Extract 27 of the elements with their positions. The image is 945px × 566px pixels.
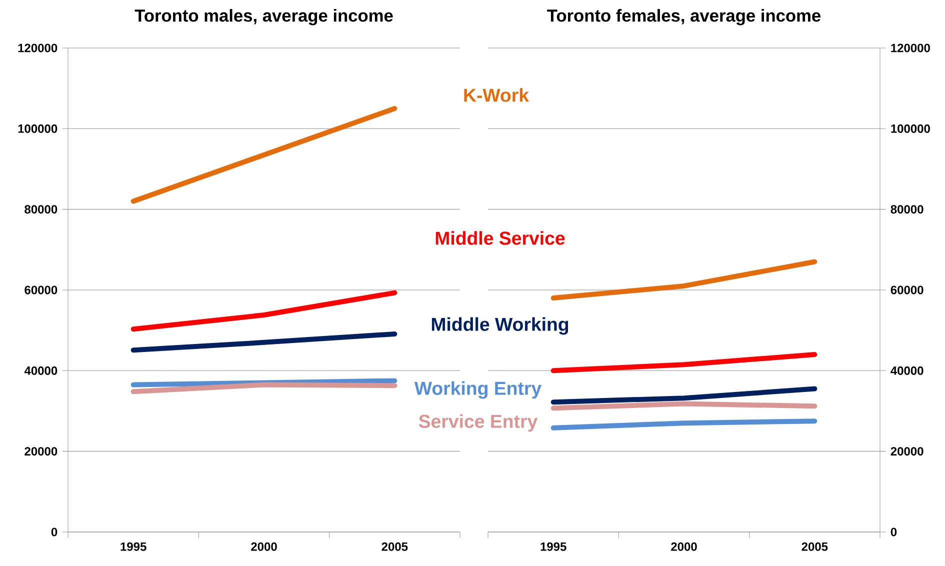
y-tick-label: 0 [890, 528, 897, 536]
x-tick-label: 1995 [120, 542, 146, 551]
text: K-Work [464, 88, 530, 102]
text: Middle Service [436, 231, 565, 245]
text: Service Entry [418, 414, 538, 432]
y-tick-label: 60000 [24, 286, 58, 294]
x-tick-label: 2000 [671, 542, 697, 551]
y-tick-label: 80000 [24, 205, 58, 214]
x-tick-label: 1995 [540, 542, 566, 551]
y-tick-label: 60000 [890, 286, 924, 294]
y-tick-label: 120000 [891, 44, 930, 52]
y-tick-label: 40000 [24, 366, 58, 375]
series-label: Middle Working [432, 317, 568, 335]
x-tick-label: 2005 [382, 542, 408, 551]
y-tick-label: 100000 [18, 124, 58, 133]
series-label: Working Entry [414, 381, 542, 399]
chart-title: Toronto males, average income [134, 9, 393, 26]
y-tick-label: 120000 [18, 44, 58, 52]
y-tick-label: 100000 [891, 124, 930, 133]
chart-title: Toronto females, average income [547, 9, 821, 26]
x-tick-label: 2000 [251, 542, 277, 551]
y-tick-label: 20000 [890, 447, 924, 456]
y-tick-label: 80000 [890, 205, 924, 214]
y-tick-label: 20000 [24, 447, 58, 456]
x-tick-label: 2005 [802, 542, 828, 551]
y-tick-label: 40000 [890, 366, 924, 375]
y-tick-label: 0 [51, 528, 58, 536]
